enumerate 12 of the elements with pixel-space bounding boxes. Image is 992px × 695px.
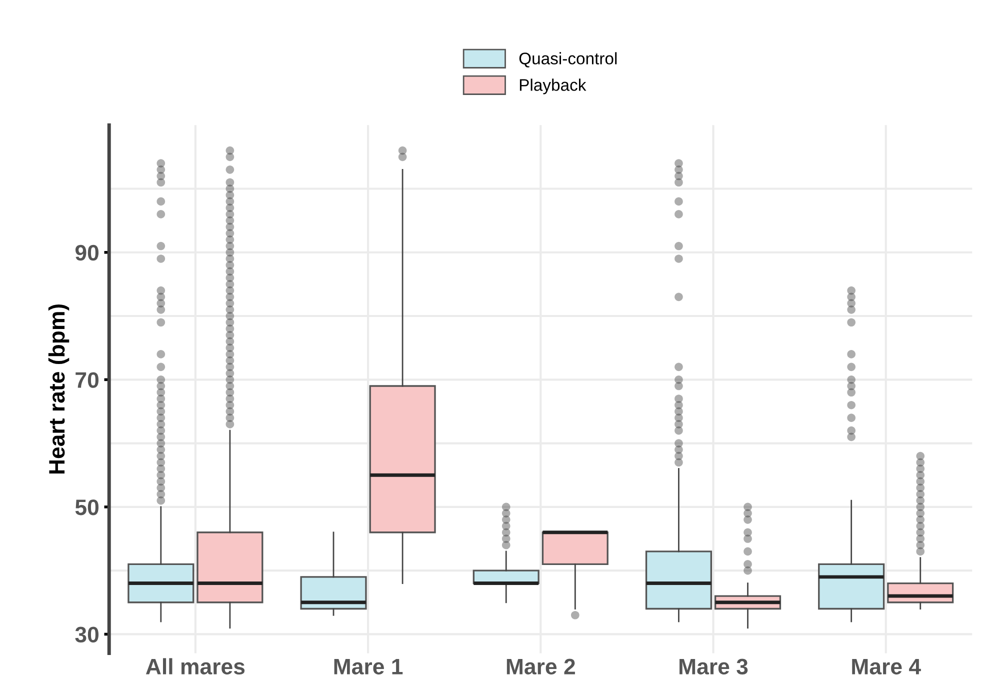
y-axis-title: Heart rate (bpm)	[48, 304, 70, 474]
legend-label: Quasi-control	[519, 52, 617, 68]
y-tick-label: 70	[76, 372, 98, 388]
x-tick-label: Mare 4	[852, 658, 921, 674]
x-tick-label: All mares	[146, 658, 245, 674]
x-tick-label: Mare 2	[506, 658, 575, 674]
y-tick-label: 50	[75, 499, 98, 516]
y-tick-label: 30	[75, 626, 98, 643]
y-tick-label: 90	[75, 244, 98, 261]
x-tick-label: Mare 3	[680, 658, 748, 675]
legend-label: Playback	[520, 78, 586, 94]
x-tick-label: Mare 1	[334, 658, 403, 674]
